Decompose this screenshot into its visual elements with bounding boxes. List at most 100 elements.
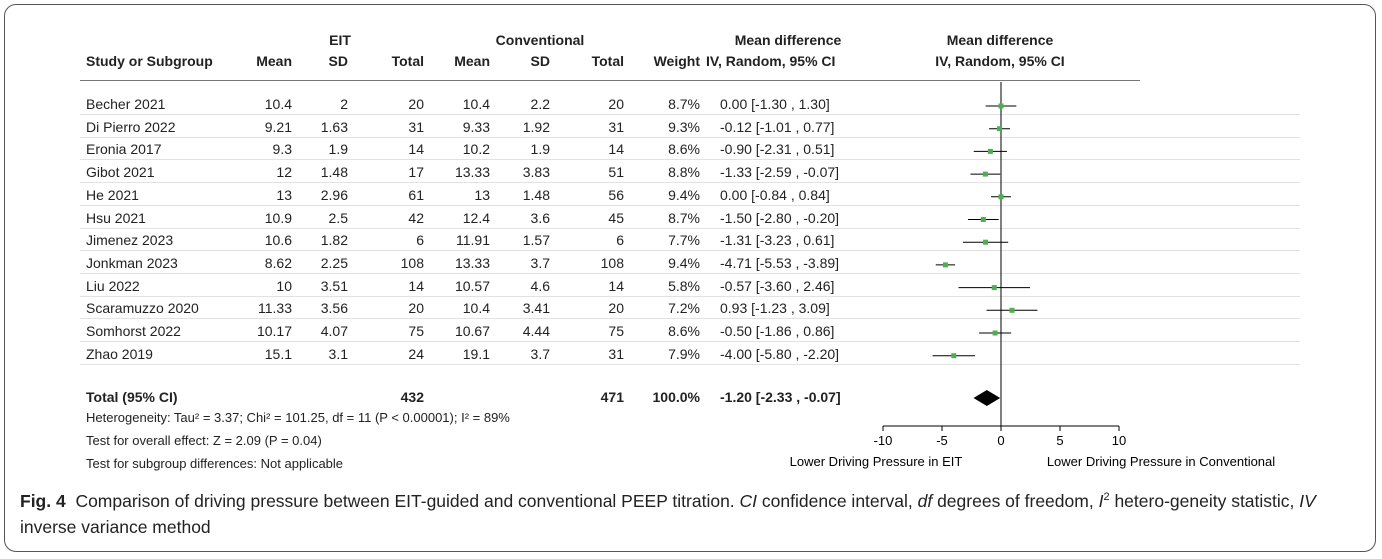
row-study: Zhao 2019	[86, 345, 153, 362]
x-tick-label: -5	[936, 433, 948, 448]
row-conv-sd: 3.41	[522, 300, 550, 317]
row-weight: 8.6%	[668, 141, 700, 158]
row-ci: 0.00 [-0.84 , 0.84]	[720, 186, 830, 203]
total-weight: 100.0%	[652, 389, 700, 405]
row-conv-mean: 19.1	[462, 345, 490, 362]
x-tick-label: -10	[874, 433, 893, 448]
row-study: He 2021	[86, 186, 139, 203]
point-estimate-marker	[980, 217, 986, 222]
row-weight: 7.7%	[668, 232, 700, 249]
row-study: Di Pierro 2022	[86, 118, 176, 135]
row-eit-mean: 10.4	[264, 96, 292, 112]
figure-frame	[4, 4, 1376, 552]
row-weight: 7.9%	[668, 345, 700, 362]
row-weight: 8.7%	[668, 209, 700, 226]
caption-i2-sup: 2	[1103, 491, 1110, 503]
row-conv-sd: 4.44	[522, 323, 550, 339]
row-eit-sd: 2.96	[320, 186, 348, 203]
x-axis-ticks: -10 -5 0 5 10	[874, 426, 1126, 448]
row-eit-sd: 1.9	[328, 141, 348, 158]
row-conv-total: 51	[608, 164, 624, 181]
row-ci: -0.50 [-1.86 , 0.86]	[720, 323, 835, 339]
point-estimate-marker	[987, 148, 993, 154]
row-eit-mean: 12	[276, 164, 292, 181]
row-study: Jimenez 2023	[86, 232, 174, 249]
total-ci: -1.20 [-2.33 , -0.07]	[720, 389, 841, 405]
row-conv-sd: 1.48	[522, 186, 550, 203]
header-group-conventional: Conventional	[495, 32, 585, 48]
row-conv-total: 108	[600, 254, 624, 271]
row-weight: 7.2%	[668, 300, 700, 317]
row-conv-total: 20	[608, 300, 624, 317]
row-conv-mean: 10.57	[454, 277, 490, 294]
row-eit-mean: 11.33	[258, 300, 292, 317]
header-group-md-plot: Mean difference	[946, 32, 1054, 48]
row-ci: -1.50 [-2.80 , -0.20]	[720, 209, 840, 226]
caption-iv-abbr: IV	[1299, 490, 1316, 511]
row-weight: 8.6%	[668, 323, 700, 339]
row-eit-mean: 9.3	[272, 141, 292, 158]
row-conv-mean: 9.33	[462, 118, 490, 135]
row-study: Somhorst 2022	[86, 323, 181, 339]
row-divider	[80, 182, 1300, 184]
row-conv-sd: 1.57	[522, 232, 550, 249]
row-divider	[80, 136, 1300, 138]
row-study: Eronia 2017	[86, 141, 162, 158]
row-eit-sd: 2	[340, 96, 348, 112]
point-estimate-marker	[982, 171, 988, 177]
point-estimate-marker	[951, 353, 957, 359]
row-conv-total: 75	[608, 323, 624, 339]
left-direction-label: Lower Driving Pressure in EIT	[790, 454, 963, 469]
caption-text: Comparison of driving pressure between E…	[75, 490, 735, 511]
row-conv-sd: 3.6	[530, 209, 550, 226]
row-ci: -4.71 [-5.53 , -3.89]	[720, 254, 840, 271]
caption-iv-def: inverse variance method	[20, 516, 211, 537]
caption-i2-def: hetero-geneity statistic,	[1114, 490, 1295, 511]
row-eit-total: 24	[408, 345, 424, 362]
pooled-diamond	[973, 390, 1001, 406]
row-eit-mean: 10	[276, 277, 292, 294]
x-tick-label: 0	[997, 433, 1004, 448]
row-conv-mean: 12.4	[462, 209, 490, 226]
caption-ci-def: confidence interval,	[761, 490, 913, 511]
row-eit-sd: 3.1	[328, 345, 348, 362]
caption-fig-label: Fig. 4	[20, 490, 66, 511]
row-conv-mean: 10.2	[462, 141, 490, 158]
header-eit-sd: SD	[328, 53, 348, 69]
row-conv-sd: 3.7	[530, 345, 550, 362]
row-weight: 8.7%	[668, 96, 700, 112]
row-divider	[80, 227, 1300, 229]
row-conv-total: 6	[616, 232, 624, 249]
point-estimate-marker	[997, 126, 1003, 132]
row-conv-total: 20	[608, 96, 624, 112]
row-conv-total: 14	[608, 277, 624, 294]
row-ci: -0.90 [-2.31 , 0.51]	[720, 141, 835, 158]
row-conv-mean: 13	[474, 186, 490, 203]
row-conv-sd: 3.7	[530, 254, 550, 271]
row-eit-total: 14	[408, 141, 424, 158]
row-eit-total: 6	[416, 232, 424, 249]
row-divider	[80, 363, 1300, 365]
header-conv-mean: Mean	[454, 53, 490, 69]
study-markers	[932, 103, 1038, 359]
row-eit-total: 14	[408, 277, 424, 294]
row-ci: 0.00 [-1.30 , 1.30]	[720, 96, 830, 112]
caption-df-def: degrees of freedom,	[937, 490, 1094, 511]
row-eit-mean: 10.9	[264, 209, 292, 226]
row-eit-total: 42	[408, 209, 424, 226]
point-estimate-marker	[983, 239, 989, 245]
total-eit: 432	[400, 389, 424, 405]
row-weight: 8.8%	[668, 164, 700, 181]
row-ci: -1.31 [-3.23 , 0.61]	[720, 232, 835, 249]
x-tick-label: 5	[1056, 433, 1063, 448]
row-eit-mean: 8.62	[264, 254, 292, 271]
row-weight: 9.3%	[668, 118, 700, 135]
point-estimate-marker	[1009, 307, 1015, 313]
caption-df-abbr: df	[917, 490, 933, 511]
row-divider	[80, 204, 1300, 206]
heterogeneity-note: Heterogeneity: Tau² = 3.37; Chi² = 101.2…	[86, 410, 510, 425]
row-divider	[80, 295, 1300, 297]
row-divider	[80, 318, 1300, 320]
row-eit-mean: 10.6	[264, 232, 292, 249]
point-estimate-marker	[992, 330, 998, 336]
